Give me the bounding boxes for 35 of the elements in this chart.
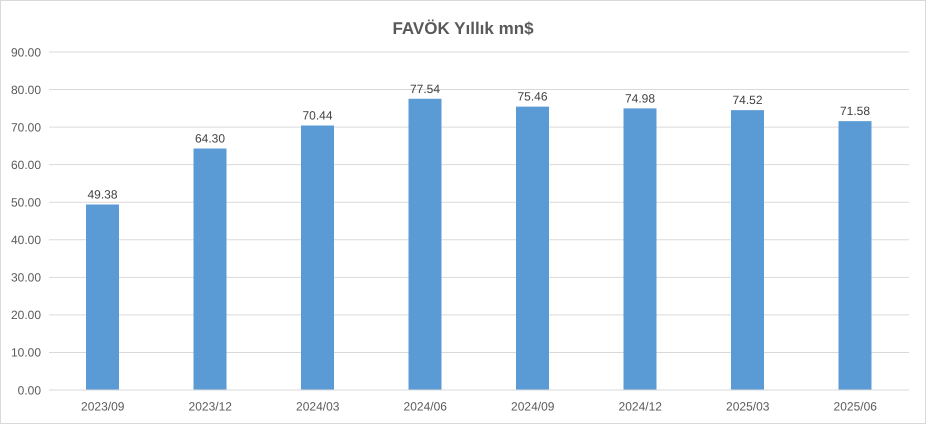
y-tick-label: 90.00 (10, 45, 42, 60)
bar (731, 110, 764, 390)
y-tick-label: 20.00 (10, 308, 42, 322)
data-label: 74.52 (732, 93, 763, 108)
x-tick-label: 2024/03 (296, 400, 340, 414)
bar (301, 125, 334, 390)
data-label: 77.54 (410, 82, 440, 96)
y-tick-label: 10.00 (10, 346, 42, 360)
bar (838, 121, 872, 390)
y-tick-label: 0.00 (18, 383, 42, 398)
data-label: 49.38 (87, 188, 118, 202)
x-tick-label: 2025/03 (726, 400, 770, 414)
x-tick-label: 2025/06 (834, 400, 878, 414)
y-tick-label: 60.00 (10, 158, 42, 172)
y-tick-label: 50.00 (10, 195, 42, 210)
x-tick-label: 2024/06 (404, 400, 448, 414)
x-tick-label: 2023/09 (81, 400, 125, 414)
bar (408, 98, 442, 390)
data-label: 75.46 (517, 90, 548, 104)
y-tick-label: 30.00 (10, 270, 42, 285)
x-tick-label: 2023/12 (188, 400, 232, 414)
x-tick-label: 2024/09 (511, 400, 555, 414)
y-tick-label: 40.00 (10, 233, 42, 248)
bar (194, 148, 226, 390)
data-label: 64.30 (194, 132, 226, 146)
bar (624, 108, 656, 390)
x-tick-label: 2024/12 (618, 400, 662, 414)
y-tick-label: 80.00 (10, 82, 42, 97)
data-label: 70.44 (302, 108, 333, 122)
bar (516, 106, 549, 390)
data-label: 74.98 (624, 91, 656, 106)
bar (86, 204, 119, 390)
data-label: 71.58 (840, 104, 870, 118)
chart-title: FAVÖK Yıllık mn$ (391, 19, 535, 39)
y-tick-label: 70.00 (10, 120, 42, 134)
